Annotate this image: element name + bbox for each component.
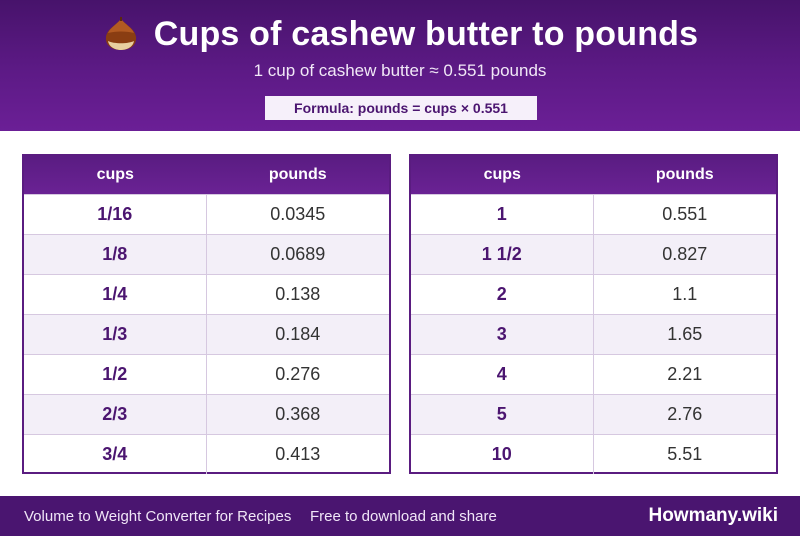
table-row: 2/3 0.368 (24, 394, 389, 434)
cups-cell: 10 (411, 435, 594, 474)
cups-cell: 1/16 (24, 195, 207, 234)
formula-badge: Formula: pounds = cups × 0.551 (265, 96, 537, 120)
cups-cell: 1/8 (24, 235, 207, 274)
column-header-cups: cups (483, 166, 521, 183)
pounds-cell: 0.827 (662, 244, 708, 264)
pounds-cell: 2.21 (667, 364, 703, 384)
cups-cell: 4 (411, 355, 594, 394)
pounds-cell: 0.368 (275, 404, 321, 424)
pounds-cell: 0.0689 (270, 244, 326, 264)
pounds-cell: 1.1 (672, 284, 698, 304)
table-row: 10 5.51 (411, 434, 776, 474)
table-row: 5 2.76 (411, 394, 776, 434)
column-header-pounds: pounds (655, 166, 714, 183)
table-row: 4 2.21 (411, 354, 776, 394)
pounds-cell: 0.0345 (270, 204, 326, 224)
footer-share-note: Free to download and share (310, 507, 497, 525)
table-header: cups pounds (24, 156, 389, 194)
pounds-cell: 0.551 (662, 204, 708, 224)
footer: Volume to Weight Converter for Recipes F… (0, 496, 800, 536)
pounds-cell: 0.413 (275, 444, 321, 464)
table-row: 1/16 0.0345 (24, 194, 389, 234)
cups-cell: 1 (411, 195, 594, 234)
table-row: 1 1/2 0.827 (411, 234, 776, 274)
table-row: 1 0.551 (411, 194, 776, 234)
table-row: 2 1.1 (411, 274, 776, 314)
subtitle: 1 cup of cashew butter ≈ 0.551 pounds (253, 61, 547, 80)
pounds-cell: 5.51 (667, 444, 703, 464)
pounds-cell: 1.65 (667, 324, 703, 344)
header: Cups of cashew butter to pounds 1 cup of… (0, 0, 800, 131)
title-row: Cups of cashew butter to pounds (0, 14, 800, 54)
cups-cell: 1/2 (24, 355, 207, 394)
cups-cell: 3 (411, 315, 594, 354)
table-row: 1/3 0.184 (24, 314, 389, 354)
page-title: Cups of cashew butter to pounds (153, 15, 699, 53)
pounds-cell: 0.138 (275, 284, 321, 304)
brand-logo[interactable]: Howmany.wiki (648, 505, 778, 526)
footer-tagline: Volume to Weight Converter for Recipes (24, 507, 292, 525)
table-header: cups pounds (411, 156, 776, 194)
conversion-table-left: cups pounds 1/16 0.0345 1/8 0.0689 1/4 0… (22, 154, 391, 474)
cups-cell: 2 (411, 275, 594, 314)
cups-cell: 5 (411, 395, 594, 434)
pounds-cell: 0.276 (275, 364, 321, 384)
pounds-cell: 2.76 (667, 404, 703, 424)
pounds-cell: 0.184 (275, 324, 321, 344)
conversion-table-right: cups pounds 1 0.551 1 1/2 0.827 2 1.1 3 … (409, 154, 778, 474)
column-header-pounds: pounds (268, 166, 327, 183)
cups-cell: 3/4 (24, 435, 207, 474)
table-row: 3 1.65 (411, 314, 776, 354)
table-row: 1/8 0.0689 (24, 234, 389, 274)
column-header-cups: cups (96, 166, 134, 183)
table-row: 3/4 0.413 (24, 434, 389, 474)
cups-cell: 2/3 (24, 395, 207, 434)
cups-cell: 1/3 (24, 315, 207, 354)
cups-cell: 1/4 (24, 275, 207, 314)
table-row: 1/4 0.138 (24, 274, 389, 314)
cups-cell: 1 1/2 (411, 235, 594, 274)
chestnut-icon (102, 15, 140, 53)
table-row: 1/2 0.276 (24, 354, 389, 394)
